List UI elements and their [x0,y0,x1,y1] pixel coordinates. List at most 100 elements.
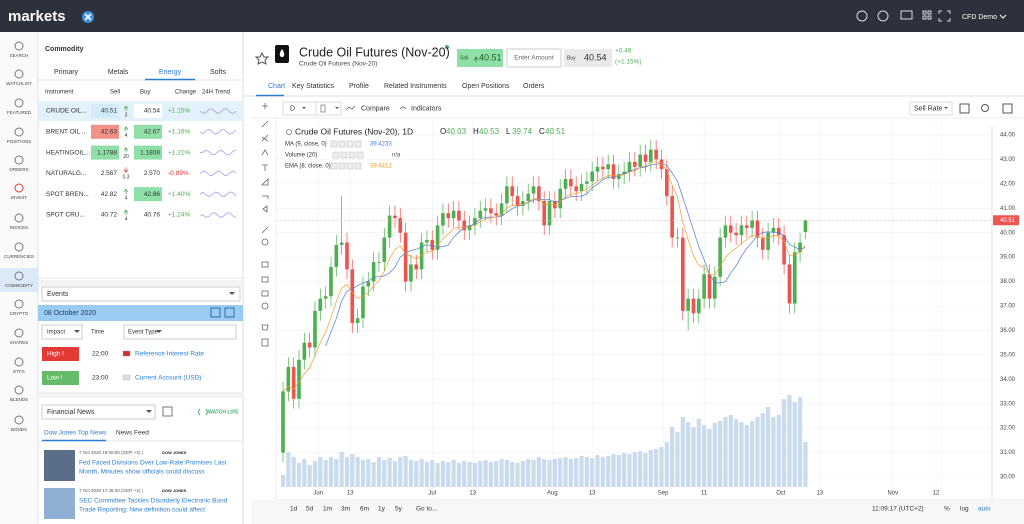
range-button[interactable]: 5y [395,506,403,513]
nav-icon[interactable] [14,299,24,309]
buy-cell[interactable] [134,166,162,181]
nav-icon[interactable] [14,328,24,338]
type-select[interactable] [123,324,237,340]
news-title[interactable]: Financial News [47,409,95,416]
nav-label[interactable]: INDICES [10,225,28,230]
buy-cell[interactable] [134,208,162,222]
range-button[interactable]: 6m [360,506,369,513]
nav-icon[interactable] [14,271,24,281]
news-image[interactable] [44,450,75,481]
nav-label[interactable]: BLENDS [10,397,28,402]
impact-select[interactable] [41,324,83,340]
instrument-tab[interactable]: Open Positions [462,83,510,90]
range-button[interactable]: 1m [323,506,332,513]
nav-label[interactable]: CURRENCIES [4,254,34,259]
compare[interactable]: Compare [361,105,390,112]
indicator-button[interactable] [356,151,364,159]
nav-label[interactable]: FEATURED [7,110,32,115]
calendar-icon[interactable] [162,406,173,417]
news-tab[interactable]: News Feed [116,430,149,437]
calendar-icon[interactable] [224,307,235,318]
nav-label[interactable]: INVEST [11,195,28,200]
price-mode[interactable]: Sell Rate [914,105,943,112]
watchlist-tab[interactable]: Metals [108,69,129,76]
nav-label[interactable]: POSITIONS [7,139,32,144]
sell-cell[interactable] [91,187,119,202]
indicators[interactable]: Indicators [411,105,442,112]
sell-cell[interactable] [91,166,119,181]
instrument-name[interactable]: NATURALG... [46,170,87,177]
nav-icon[interactable] [14,357,24,367]
nav-label[interactable]: CRYPTO [10,311,29,316]
news-image[interactable] [44,488,75,519]
instrument-name[interactable]: CRUDE OIL... [46,108,87,115]
range-button[interactable]: 3m [341,506,350,513]
nav-icon[interactable] [14,127,24,137]
expand-icon[interactable] [210,307,221,318]
nav-icon[interactable] [14,69,24,79]
news-headline[interactable]: Fed Faced Divisions Over Low-Rate Promis… [79,460,227,467]
instrument-name[interactable]: SPOT CRU... [46,212,85,219]
account-caret[interactable] [999,14,1007,19]
nav-icon[interactable] [14,213,24,223]
range-button[interactable]: 1d [290,506,298,513]
instrument-tab[interactable]: Profile [349,83,369,90]
buy-cell[interactable] [134,187,162,202]
news-headline[interactable]: Trade Reporting; New definition could af… [79,507,205,514]
buy-cell[interactable] [134,124,162,139]
indicator-button[interactable] [346,140,354,148]
sell-cell[interactable] [91,145,119,160]
account-mode[interactable]: CFD Demo [962,14,997,21]
collapse-icon[interactable] [286,129,292,135]
nav-icon[interactable] [14,385,24,395]
nav-label[interactable]: WATCHLIST [6,81,32,86]
nav-icon[interactable] [14,155,24,165]
buy-cell[interactable] [134,104,162,118]
watch-live[interactable]: WATCH LIVE [208,409,239,415]
sell-cell[interactable] [91,104,119,118]
instrument-name[interactable]: HEATINGOIL... [46,149,90,156]
range-button[interactable]: Go to... [416,506,438,513]
news-headline[interactable]: Month, Minutes show officials could disc… [79,469,205,476]
range-button[interactable]: 5d [306,506,314,513]
events-title[interactable]: Events [47,291,69,298]
indicator-button[interactable] [330,140,338,148]
nav-icon[interactable] [14,98,24,108]
news-headline[interactable]: SEC Committee Tackles Disorderly Electro… [79,498,228,505]
drawing-tools[interactable] [261,103,269,347]
fullscreen-icon[interactable] [1002,103,1013,114]
watchlist-tab[interactable]: Primary [54,69,79,76]
scale-option[interactable]: log [960,506,969,513]
indicator-button[interactable] [332,151,340,159]
indicator-button[interactable] [354,140,362,148]
nav-icon[interactable] [14,41,24,51]
top-icons[interactable] [856,10,951,22]
watchlist-tab[interactable]: Softs [210,69,226,76]
watchlist-tab[interactable]: Energy [159,69,182,76]
nav-label[interactable]: SHARES [10,340,29,345]
indicator-button[interactable] [338,140,346,148]
logo[interactable]: markets [8,8,66,25]
favorite[interactable] [254,51,270,65]
indicator-button[interactable] [340,151,348,159]
instrument-name[interactable]: SPOT BREN... [46,191,89,198]
news-tab[interactable]: Dow Jones Top News [44,430,107,437]
nav-icon[interactable] [14,183,24,193]
event-name[interactable]: Reference Interest Rate [135,351,204,358]
sell-button[interactable] [457,49,503,67]
nav-label[interactable]: BONDS [11,427,27,432]
nav-label[interactable]: SEARCH [10,53,29,58]
sell-cell[interactable] [91,208,119,222]
buy-cell[interactable] [134,145,162,160]
nav-icon[interactable] [14,242,24,252]
indicator-button[interactable] [330,162,338,170]
buy-button[interactable] [564,49,612,67]
indicator-button[interactable] [338,162,346,170]
range-button[interactable]: 1y [378,506,386,513]
nav-label[interactable]: ETFS [13,369,25,374]
layout-icon[interactable] [959,103,970,114]
scale-option[interactable]: % [944,506,950,513]
event-name[interactable]: Current Account (USD) [135,375,201,382]
nav-icon[interactable] [14,415,24,425]
events-select[interactable] [41,286,241,302]
